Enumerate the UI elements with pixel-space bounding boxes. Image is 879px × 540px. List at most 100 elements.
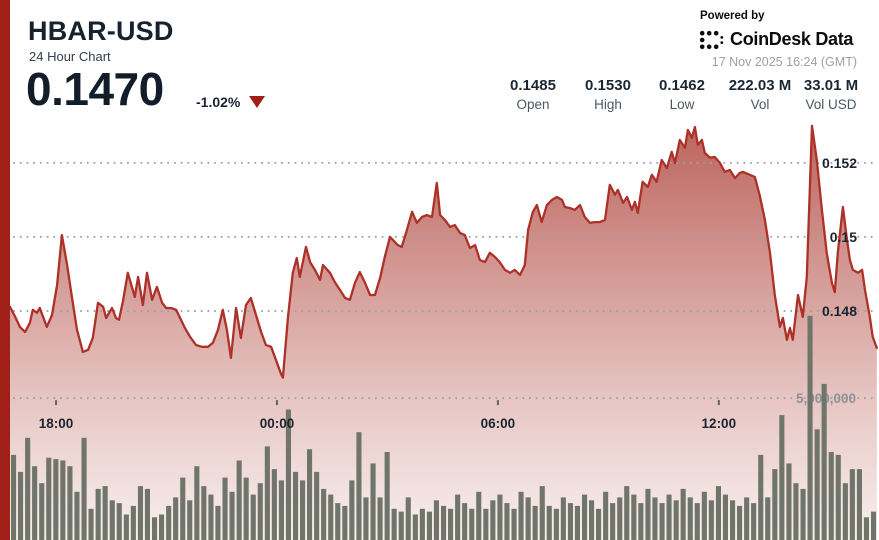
y-axis-tick-label: 0.15 — [830, 229, 857, 245]
volume-bar — [842, 483, 848, 540]
volume-bar — [687, 497, 693, 540]
volume-bar — [137, 486, 143, 540]
volume-bar — [194, 466, 200, 540]
stat-label: Vol USD — [805, 97, 857, 112]
volume-bar — [81, 437, 87, 540]
x-axis-tick-label: 12:00 — [702, 416, 737, 431]
volume-bar — [391, 508, 397, 540]
volume-bar — [342, 505, 348, 540]
volume-bar — [419, 508, 425, 540]
volume-bar — [363, 497, 369, 540]
volume-bar — [744, 497, 750, 540]
volume-bar — [610, 503, 616, 540]
volume-bar — [377, 497, 383, 540]
volume-bar — [532, 505, 538, 540]
volume-bar — [701, 491, 707, 540]
volume-bar — [53, 459, 59, 540]
volume-bar — [74, 491, 80, 540]
volume-bar — [328, 494, 334, 540]
volume-bar — [60, 460, 66, 540]
volume-bar — [567, 503, 573, 540]
volume-bar — [67, 466, 73, 540]
volume-bar — [786, 463, 792, 540]
volume-bar — [553, 508, 559, 540]
volume-bar — [835, 454, 841, 540]
volume-bar — [243, 477, 249, 540]
volume-bar — [39, 483, 45, 540]
volume-bar — [32, 466, 38, 540]
volume-bar — [624, 486, 630, 540]
volume-bar — [215, 505, 221, 540]
volume-bar — [130, 505, 136, 540]
volume-bar — [285, 409, 291, 540]
volume-bar — [412, 514, 418, 540]
volume-bar — [751, 503, 757, 540]
volume-bar — [152, 517, 158, 540]
volume-bar — [455, 494, 461, 540]
volume-bar — [504, 503, 510, 540]
volume-bar — [483, 508, 489, 540]
volume-bar — [863, 517, 869, 540]
accent-stripe — [0, 0, 10, 540]
volume-bar — [603, 491, 609, 540]
volume-bar — [476, 491, 482, 540]
volume-bar — [560, 497, 566, 540]
volume-bar — [631, 494, 637, 540]
volume-bar — [180, 477, 186, 540]
volume-bar — [525, 497, 531, 540]
volume-bar — [730, 500, 736, 540]
volume-bar — [426, 511, 432, 540]
symbol-title: HBAR-USD — [28, 16, 174, 46]
stat-label: Open — [516, 97, 550, 112]
y-axis-tick-label: 0.148 — [822, 303, 857, 319]
volume-bar — [589, 500, 595, 540]
volume-bar — [758, 454, 764, 540]
y-axis-tick-label: 0.152 — [822, 155, 857, 171]
volume-bar — [814, 429, 820, 540]
coindesk-logo-icon — [699, 30, 724, 49]
volume-bar — [166, 505, 172, 540]
volume-bar — [871, 511, 877, 540]
volume-bar — [448, 508, 454, 540]
volume-bar — [321, 488, 327, 540]
current-price: 0.1470 — [26, 63, 164, 115]
volume-bar — [102, 486, 108, 540]
volume-bar — [384, 452, 390, 540]
y-axis-labels: 0.152 0.15 0.148 — [822, 155, 857, 319]
stat-value: 0.1485 — [510, 77, 556, 94]
volume-bars — [11, 315, 877, 540]
volume-bar — [645, 488, 651, 540]
volume-bar — [349, 480, 355, 540]
volume-bar — [490, 500, 496, 540]
volume-bar — [236, 460, 242, 540]
volume-bar — [828, 452, 834, 540]
volume-bar — [18, 471, 24, 540]
chart-timestamp: 17 Nov 2025 16:24 (GMT) — [711, 55, 857, 69]
volume-bar — [307, 449, 313, 540]
volume-bar — [574, 505, 580, 540]
volume-bar — [497, 494, 503, 540]
stat-value: 0.1530 — [585, 77, 631, 94]
volume-bar — [441, 505, 447, 540]
chart-subtitle: 24 Hour Chart — [29, 49, 111, 64]
stat-value: 0.1462 — [659, 77, 705, 94]
price-line — [8, 124, 878, 379]
volume-bar — [666, 494, 672, 540]
volume-bar — [88, 508, 94, 540]
volume-bar — [433, 500, 439, 540]
volume-bar — [405, 497, 411, 540]
volume-bar — [222, 477, 228, 540]
volume-bar — [652, 497, 658, 540]
volume-bar — [159, 514, 165, 540]
volume-bar — [11, 454, 17, 540]
volume-bar — [546, 505, 552, 540]
stat-open: 0.1485 Open — [483, 77, 583, 112]
down-triangle-icon — [249, 96, 266, 108]
volume-bar — [779, 415, 785, 540]
volume-bar — [708, 500, 714, 540]
volume-bar — [201, 486, 207, 540]
volume-bar — [25, 437, 31, 540]
volume-bar — [638, 503, 644, 540]
